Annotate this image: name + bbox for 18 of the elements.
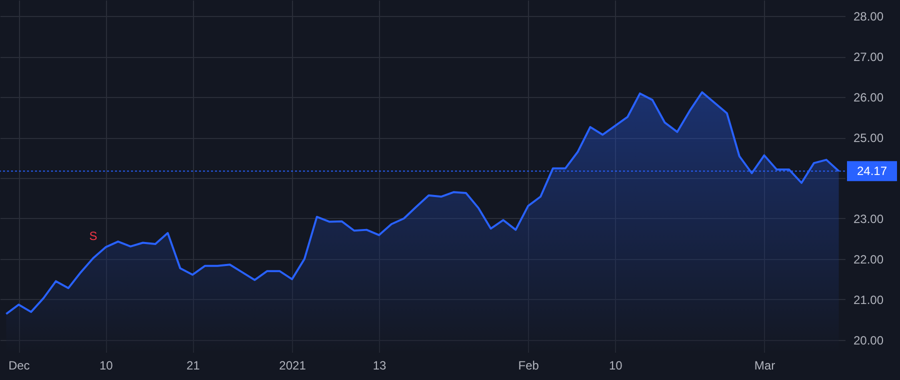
annotation: S	[89, 229, 98, 244]
x-tick-label: 13	[372, 358, 386, 372]
x-tick-label: Dec	[8, 358, 30, 372]
ref-line-label: 24.17	[856, 164, 888, 178]
y-tick-label: 22.00	[854, 252, 884, 266]
x-tick-label: 10	[99, 358, 114, 372]
y-tick-label: 28.00	[854, 10, 884, 24]
y-tick-label: 20.00	[854, 333, 884, 348]
x-tick-label: 21	[186, 358, 200, 372]
x-tick-label: 2021	[279, 358, 306, 372]
y-tick-label: 26.00	[854, 90, 884, 105]
y-tick-label: 25.00	[854, 131, 884, 146]
x-tick-label: 10	[608, 358, 623, 372]
y-tick-label: 23.00	[854, 212, 884, 226]
y-tick-label: 21.00	[854, 292, 884, 307]
x-tick-label: Feb	[518, 358, 540, 372]
y-tick-label: 27.00	[854, 50, 884, 64]
x-tick-label: Mar	[754, 358, 776, 372]
